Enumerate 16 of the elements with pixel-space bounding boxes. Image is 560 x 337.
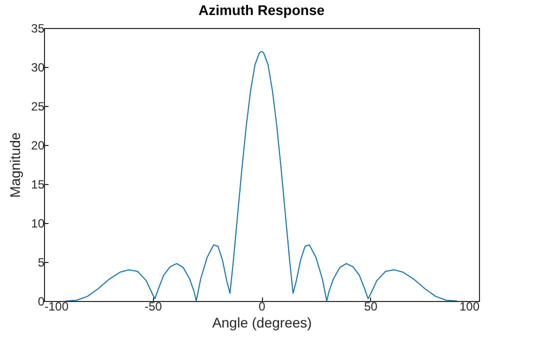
x-tick-label: 100 bbox=[459, 300, 480, 314]
y-tick-label: 35 bbox=[31, 22, 45, 36]
x-tick-label: 0 bbox=[258, 300, 266, 314]
chart-title: Azimuth Response bbox=[198, 2, 325, 18]
x-tick-label: 50 bbox=[364, 300, 378, 314]
y-tick-label: 30 bbox=[31, 60, 45, 74]
x-axis-title: Angle (degrees) bbox=[212, 314, 312, 330]
x-tick-label: -50 bbox=[144, 300, 162, 314]
y-tick-label: 5 bbox=[38, 256, 45, 270]
y-tick-label: 25 bbox=[31, 100, 45, 114]
x-tick-label: -100 bbox=[44, 300, 69, 314]
y-tick-label: 15 bbox=[31, 178, 45, 192]
y-tick-label: 20 bbox=[31, 138, 45, 152]
line-series bbox=[65, 50, 458, 301]
y-axis-title: Magnitude bbox=[7, 132, 24, 198]
y-tick-label: 10 bbox=[31, 216, 45, 230]
